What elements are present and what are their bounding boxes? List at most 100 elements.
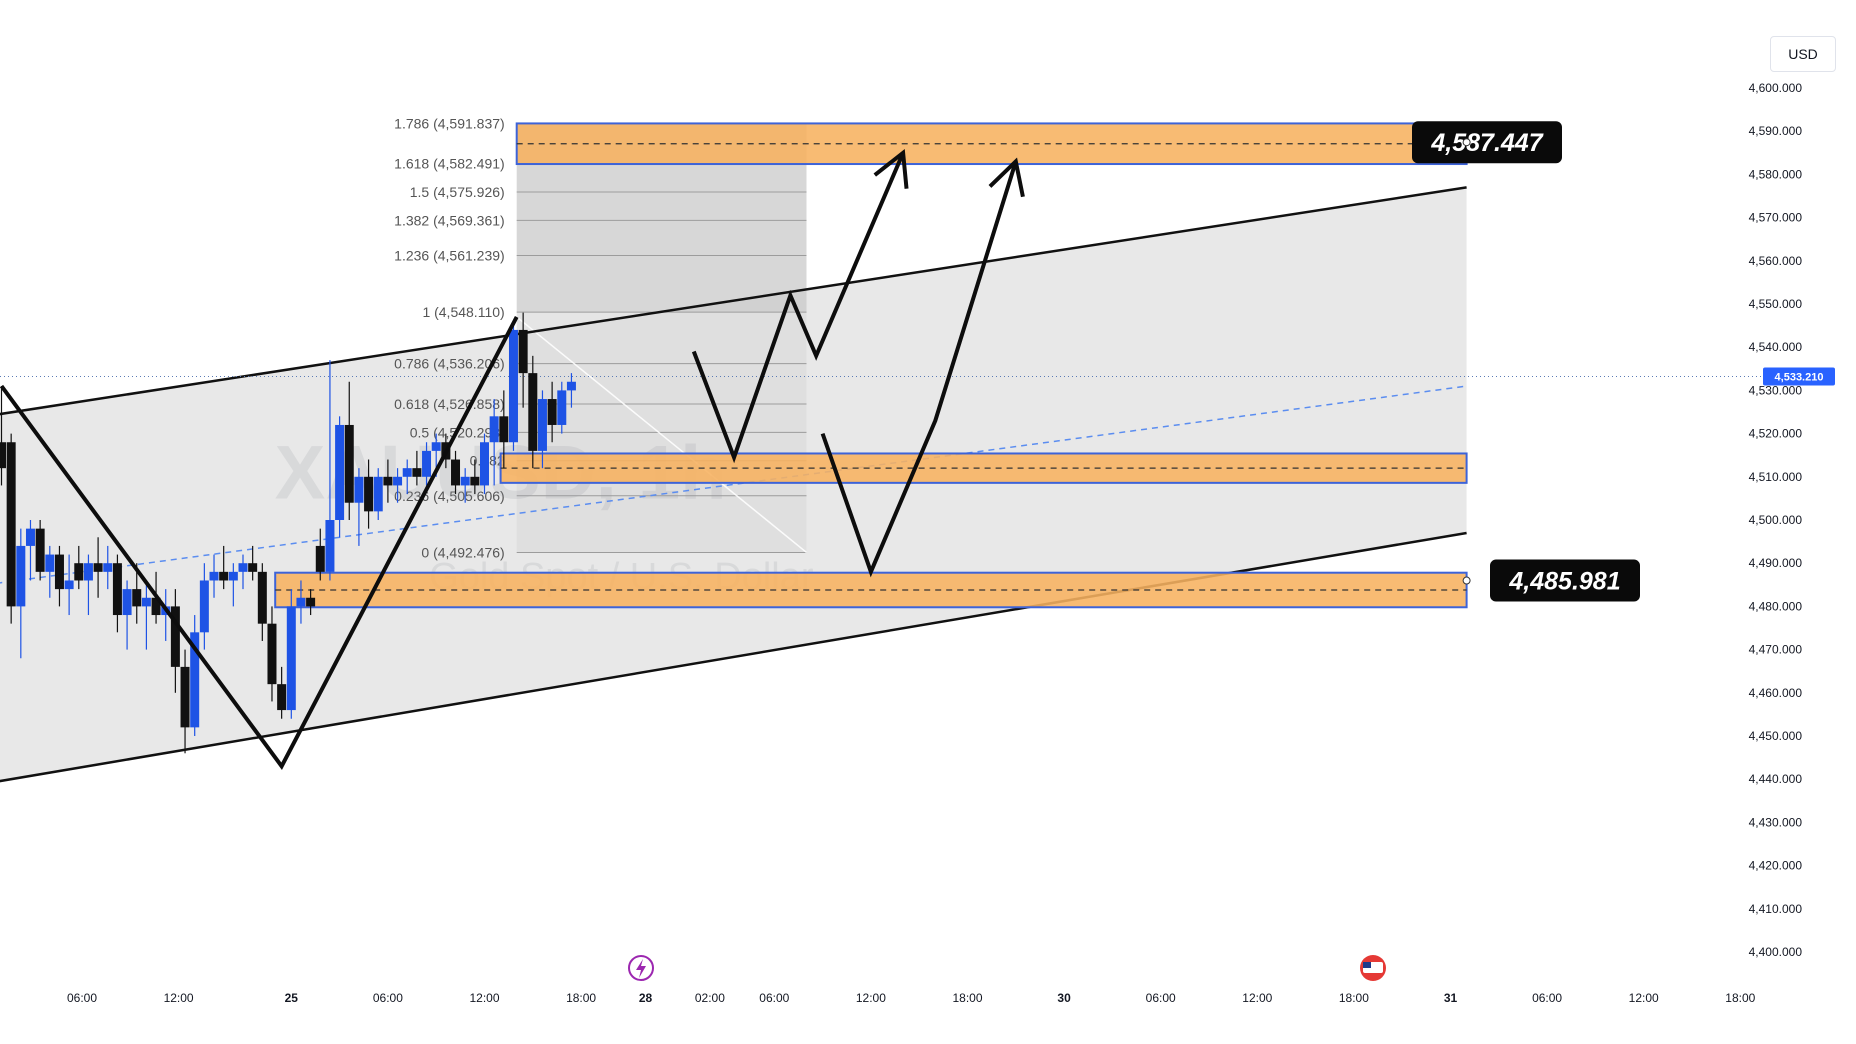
currency-button[interactable]: USD	[1770, 36, 1836, 72]
time-tick-label: 12:00	[164, 991, 194, 1005]
fib-label: 1.786 (4,591.837)	[394, 115, 505, 131]
candle-body	[460, 476, 470, 486]
price-tick-label: 4,600.000	[1749, 81, 1803, 95]
price-tick-label: 4,420.000	[1749, 859, 1803, 873]
candle-body	[93, 563, 103, 572]
candle-body	[35, 528, 45, 572]
candle-body	[238, 563, 248, 572]
fib-label: 1.236 (4,561.239)	[394, 247, 505, 263]
price-tick-label: 4,530.000	[1749, 383, 1803, 397]
candle-body	[190, 632, 200, 728]
time-tick-label: 18:00	[1725, 991, 1755, 1005]
lightning-bolt	[636, 959, 646, 978]
candle-body	[296, 597, 306, 607]
time-tick-label: 31	[1444, 991, 1458, 1005]
time-tick-label: 06:00	[1532, 991, 1562, 1005]
bearish-projection-path	[820, 160, 1018, 578]
time-tick-label: 18:00	[566, 991, 596, 1005]
time-tick-label: 12:00	[1629, 991, 1659, 1005]
candle-body	[412, 468, 422, 477]
candle-body	[402, 468, 412, 477]
candle-body	[277, 684, 287, 711]
candle-body	[344, 424, 354, 503]
candle-body	[54, 554, 64, 590]
price-tick-label: 4,450.000	[1749, 729, 1803, 743]
candle-body	[489, 416, 499, 443]
time-tick-label: 30	[1057, 991, 1071, 1005]
candle-body	[373, 476, 383, 512]
candle-body	[45, 554, 55, 572]
candle-body	[228, 571, 238, 581]
candle-body	[180, 666, 190, 728]
candle-body	[141, 597, 151, 607]
price-tick-label: 4,490.000	[1749, 556, 1803, 570]
price-tick-label: 4,510.000	[1749, 470, 1803, 484]
price-tick-label: 4,460.000	[1749, 686, 1803, 700]
candle-body	[112, 563, 122, 616]
candle-body	[151, 597, 161, 616]
candle-body	[566, 381, 576, 391]
fib-label: 1 (4,548.110)	[422, 304, 504, 320]
fib-label: 1.382 (4,569.361)	[394, 212, 505, 228]
candle-body	[383, 476, 393, 486]
candle-body	[122, 589, 132, 616]
candle-body	[431, 442, 441, 451]
candle-body	[480, 442, 489, 486]
fib-label: 0 (4,492.476)	[421, 545, 504, 561]
candle-body	[0, 442, 6, 469]
price-tick-label: 4,570.000	[1749, 211, 1803, 225]
candle-body	[16, 545, 26, 607]
bullish-projection-path	[691, 152, 905, 464]
past-zigzag-path	[0, 316, 519, 771]
candle-body	[248, 563, 258, 572]
fib-label: 1.5 (4,575.926)	[410, 184, 505, 200]
fib-label: 0.618 (4,526.858)	[394, 396, 505, 412]
price-tick-label: 4,560.000	[1749, 254, 1803, 268]
candle-body	[315, 545, 325, 572]
time-tick-label: 18:00	[952, 991, 982, 1005]
price-callout	[1490, 559, 1640, 602]
time-tick-label: 06:00	[373, 991, 403, 1005]
candle-body	[499, 416, 509, 443]
blue-trend-line	[0, 385, 1467, 584]
time-tick-label: 12:00	[469, 991, 499, 1005]
candle-body	[325, 520, 335, 572]
price-tick-label: 4,480.000	[1749, 599, 1803, 613]
candle-body	[103, 563, 113, 572]
fib-trendline	[516, 316, 807, 553]
candle-body	[170, 606, 180, 667]
candle-body	[64, 580, 74, 590]
candle-body	[83, 563, 93, 581]
candle-body	[528, 373, 538, 451]
time-tick-label: 25	[285, 991, 299, 1005]
price-tick-label: 4,550.000	[1749, 297, 1803, 311]
time-tick-label: 12:00	[856, 991, 886, 1005]
candle-body	[547, 399, 557, 425]
candle-body	[6, 442, 16, 607]
fib-band	[516, 495, 807, 553]
channel-upper-line	[0, 186, 1467, 416]
candle-body	[74, 563, 84, 581]
price-callout	[1412, 121, 1562, 164]
us-flag-canton	[1363, 962, 1371, 968]
candle-body	[354, 476, 364, 503]
bearish-arrowhead	[988, 157, 1025, 198]
fib-band	[516, 312, 807, 364]
fib-label: 1.618 (4,582.491)	[394, 156, 505, 172]
candle-body	[209, 571, 219, 581]
price-callout-label: 4,587.447	[1430, 129, 1543, 157]
bullish-arrowhead	[873, 148, 909, 189]
candle-body	[393, 476, 403, 486]
price-tick-label: 4,470.000	[1749, 643, 1803, 657]
callout-anchor	[1462, 138, 1471, 147]
time-tick-label: 06:00	[1146, 991, 1176, 1005]
fib-band	[516, 255, 807, 313]
candle-body	[286, 606, 296, 711]
candle-body	[422, 450, 432, 477]
time-tick-label: 02:00	[695, 991, 725, 1005]
price-tick-label: 4,590.000	[1749, 124, 1803, 138]
fib-label: 0.786 (4,536.206)	[394, 356, 505, 372]
time-tick-label: 06:00	[759, 991, 789, 1005]
